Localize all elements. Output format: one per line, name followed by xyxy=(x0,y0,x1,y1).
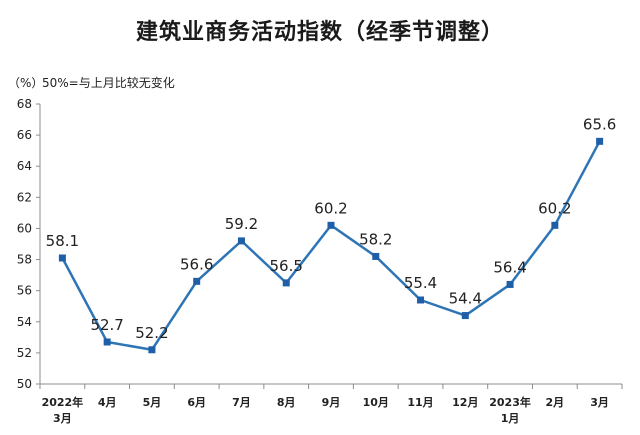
x-tick-label: 7月 xyxy=(232,396,251,409)
y-tick-label: 56 xyxy=(17,284,32,298)
data-point xyxy=(148,346,156,354)
data-label: 58.1 xyxy=(46,232,79,250)
data-point xyxy=(103,338,111,346)
y-tick-label: 62 xyxy=(17,190,32,204)
data-point xyxy=(417,296,425,304)
x-tick-label: 3月 xyxy=(53,412,72,425)
data-point xyxy=(372,252,380,260)
x-tick-label: 4月 xyxy=(98,396,117,409)
data-label: 54.4 xyxy=(449,290,482,308)
data-label: 59.2 xyxy=(225,215,258,233)
y-tick-label: 68 xyxy=(17,97,32,111)
x-tick-label: 2月 xyxy=(546,396,565,409)
unit-label: （%） xyxy=(8,76,44,90)
x-tick-label: 10月 xyxy=(363,396,389,409)
data-point xyxy=(461,312,469,320)
series-line xyxy=(61,140,601,352)
x-tick-label: 5月 xyxy=(143,396,162,409)
x-tick-label: 2023年 xyxy=(489,395,531,409)
x-tick-label: 1月 xyxy=(501,412,520,425)
data-point xyxy=(237,237,245,245)
x-tick-label: 8月 xyxy=(277,396,296,409)
data-label: 56.6 xyxy=(180,255,213,273)
data-label: 58.2 xyxy=(359,230,392,248)
y-tick-label: 60 xyxy=(17,221,32,235)
y-tick-label: 64 xyxy=(17,159,32,173)
data-point xyxy=(596,137,604,145)
x-tick-label: 2022年 xyxy=(42,395,84,409)
x-tick-label: 12月 xyxy=(452,396,478,409)
y-tick-label: 54 xyxy=(17,315,32,329)
y-tick-label: 58 xyxy=(17,253,32,267)
data-point xyxy=(506,280,514,288)
data-label: 65.6 xyxy=(583,115,616,133)
data-label: 60.2 xyxy=(314,199,347,217)
data-label: 55.4 xyxy=(404,274,437,292)
x-tick-label: 9月 xyxy=(322,396,341,409)
data-label: 60.2 xyxy=(538,199,571,217)
data-point xyxy=(327,221,335,229)
y-tick-label: 66 xyxy=(17,128,32,142)
x-tick-label: 6月 xyxy=(187,396,206,409)
data-point xyxy=(282,279,290,287)
chart-title: 建筑业商务活动指数（经季节调整） xyxy=(135,20,504,45)
data-label: 52.2 xyxy=(135,324,168,342)
data-point xyxy=(58,254,66,262)
y-tick-label: 50 xyxy=(17,377,32,391)
data-label: 52.7 xyxy=(90,316,123,334)
y-tick-label: 52 xyxy=(17,346,32,360)
data-point xyxy=(193,277,201,285)
data-label: 56.5 xyxy=(270,257,303,275)
baseline-note: 50%=与上月比较无变化 xyxy=(42,76,175,90)
x-tick-label: 3月 xyxy=(590,396,609,409)
data-label: 56.4 xyxy=(493,258,526,276)
x-tick-label: 11月 xyxy=(407,396,433,409)
data-point xyxy=(551,221,559,229)
